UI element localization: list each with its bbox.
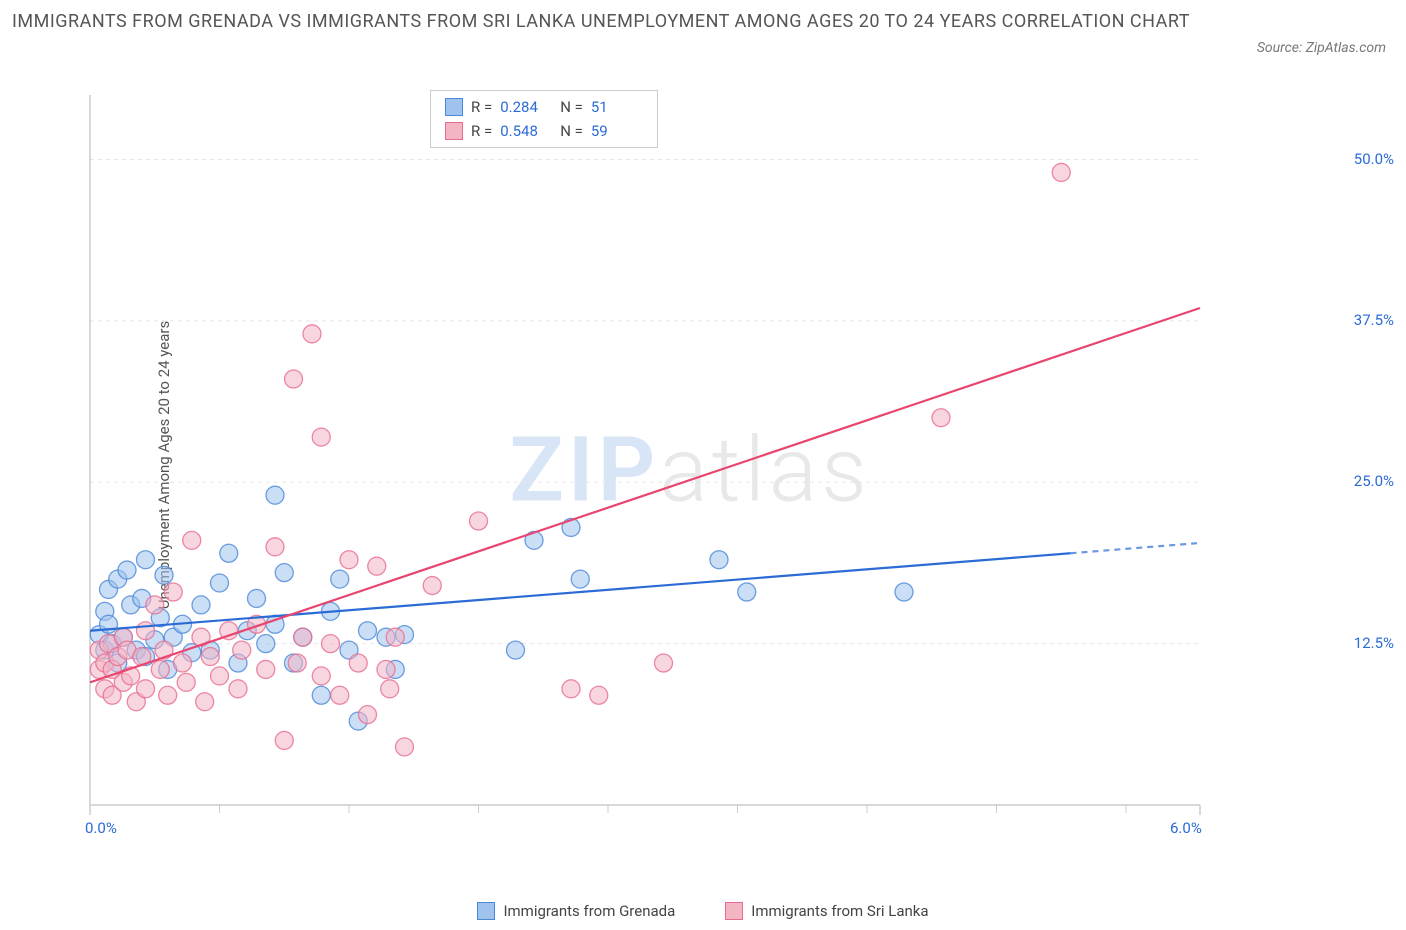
stat-r-value: 0.284 (500, 95, 552, 119)
source-attribution: Source: ZipAtlas.com (1257, 40, 1386, 56)
legend-swatch (725, 902, 743, 920)
legend-label: Immigrants from Grenada (503, 902, 675, 920)
chart-title: IMMIGRANTS FROM GRENADA VS IMMIGRANTS FR… (12, 8, 1206, 37)
scatter-plot (80, 90, 1300, 850)
stat-n-value: 51 (591, 95, 643, 119)
x-tick-label: 0.0% (85, 819, 117, 837)
stat-n-value: 59 (591, 119, 643, 143)
y-tick-label: 25.0% (1354, 472, 1394, 490)
y-tick-label: 12.5% (1354, 634, 1394, 652)
stat-r-label: R = (471, 95, 492, 119)
legend-swatch (477, 902, 495, 920)
stat-n-label: N = (560, 119, 583, 143)
stat-r-label: R = (471, 119, 492, 143)
stats-row: R = 0.284 N = 51 (445, 95, 643, 119)
stat-n-label: N = (560, 95, 583, 119)
series-swatch (445, 122, 463, 140)
stats-row: R = 0.548 N = 59 (445, 119, 643, 143)
legend-item: Immigrants from Grenada (477, 902, 675, 920)
chart-area: ZIPatlas R =0.284N =51R =0.548N =59 (80, 90, 1300, 850)
legend-label: Immigrants from Sri Lanka (751, 902, 928, 920)
bottom-legend: Immigrants from Grenada Immigrants from S… (0, 902, 1406, 920)
series-swatch (445, 98, 463, 116)
stats-legend-box: R = 0.284 N = 51 R = 0.548 N = 59 (430, 90, 658, 148)
y-tick-label: 37.5% (1354, 311, 1394, 329)
legend-item: Immigrants from Sri Lanka (725, 902, 928, 920)
stat-r-value: 0.548 (500, 119, 552, 143)
x-tick-label: 6.0% (1170, 819, 1202, 837)
y-tick-label: 50.0% (1354, 150, 1394, 168)
